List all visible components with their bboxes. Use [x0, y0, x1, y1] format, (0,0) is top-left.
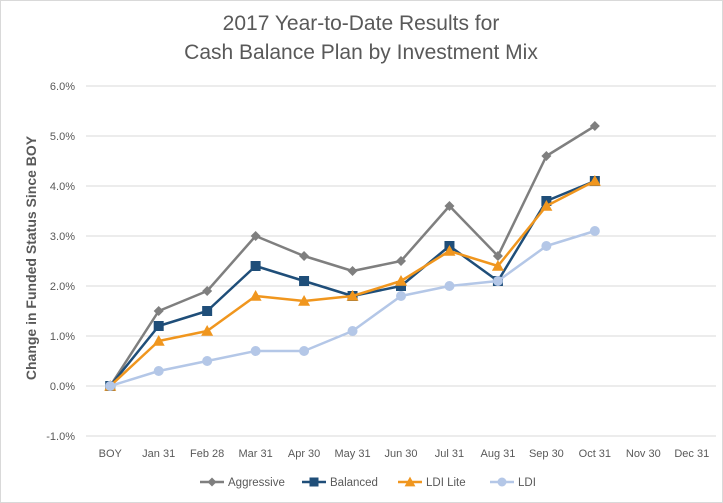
data-point [153, 366, 164, 376]
data-point [396, 281, 406, 291]
data-point [153, 321, 164, 331]
x-tick-label: Jul 31 [435, 448, 464, 460]
data-point [299, 276, 310, 286]
y-tick-label: 0.0% [50, 381, 75, 393]
x-tick-label: Aug 31 [480, 448, 515, 460]
x-tick-label: May 31 [334, 448, 370, 460]
data-point [202, 306, 213, 316]
data-point [589, 121, 600, 131]
y-tick-label: 4.0% [50, 181, 75, 193]
series-ldi [105, 226, 600, 391]
y-tick-label: 2.0% [50, 281, 75, 293]
x-tick-label: Sep 30 [529, 448, 564, 460]
data-point [444, 281, 455, 291]
data-point [250, 346, 261, 356]
legend: Aggressive Balanced LDI Lite LDI [200, 476, 536, 489]
data-point [298, 295, 311, 306]
legend-item: Aggressive [200, 477, 285, 489]
y-tick-label: 1.0% [50, 331, 75, 343]
chart-title-line-2: Cash Balance Plan by Investment Mix [184, 41, 538, 64]
data-point [250, 261, 261, 271]
x-tick-label: Apr 30 [288, 448, 320, 460]
data-point [201, 325, 214, 336]
data-point [202, 286, 213, 296]
data-point [492, 251, 503, 261]
legend-label: Balanced [330, 477, 378, 489]
data-point [299, 346, 310, 356]
data-point [492, 276, 503, 286]
x-tick-label: Feb 28 [190, 448, 224, 460]
data-point [491, 260, 504, 271]
data-point [347, 266, 358, 276]
data-point [541, 151, 552, 161]
series-line [109, 124, 596, 387]
y-tick-label: -1.0% [46, 431, 75, 443]
data-point [589, 226, 600, 236]
data-point [346, 290, 359, 301]
data-point [443, 245, 456, 256]
data-point [207, 477, 217, 487]
data-point [540, 200, 553, 211]
x-tick-label: Nov 30 [626, 448, 661, 460]
x-tick-labels: BOY Jan 31 Feb 28 Mar 31 Apr 30 May 31 Jun 30 J… [99, 448, 710, 460]
data-point [396, 256, 406, 266]
y-tick-label: 3.0% [50, 231, 75, 243]
series-line [109, 229, 596, 388]
gridlines [86, 85, 716, 437]
data-point [404, 476, 416, 487]
data-point [541, 241, 552, 251]
data-point [309, 477, 319, 487]
y-tick-labels: -1.0% 0.0% 1.0% 2.0% 3.0% 4.0% 5.0% 6.0% [46, 81, 75, 443]
legend-label: Aggressive [228, 477, 285, 489]
series-ldi-lite [104, 175, 601, 391]
data-point [153, 306, 164, 316]
data-point [202, 356, 213, 366]
data-point [249, 290, 262, 301]
y-axis-label: Change in Funded Status Since BOY [23, 135, 39, 380]
series-line [109, 179, 596, 387]
data-point [588, 175, 601, 186]
legend-label: LDI [518, 477, 536, 489]
legend-item: Balanced [302, 477, 378, 489]
data-point [152, 335, 165, 346]
chart-title-line-1: 2017 Year-to-Date Results for [223, 12, 500, 35]
data-point [444, 201, 455, 211]
data-point [250, 231, 261, 241]
data-point [347, 326, 358, 336]
legend-label: LDI Lite [426, 477, 466, 489]
x-tick-label: BOY [99, 448, 123, 460]
series-balanced [105, 176, 600, 391]
x-tick-label: Jun 30 [384, 448, 417, 460]
data-point [497, 477, 507, 487]
x-tick-label: Mar 31 [238, 448, 272, 460]
x-tick-label: Jan 31 [142, 448, 175, 460]
series-lines [104, 121, 601, 391]
data-point [299, 251, 310, 261]
data-point [396, 291, 406, 301]
series-line [109, 179, 596, 387]
data-point [105, 381, 116, 391]
series-aggressive [105, 121, 600, 391]
x-tick-label: Oct 31 [579, 448, 611, 460]
legend-item: LDI [490, 477, 536, 489]
y-tick-label: 5.0% [50, 131, 75, 143]
x-tick-label: Dec 31 [674, 448, 709, 460]
y-tick-label: 6.0% [50, 81, 75, 93]
legend-item: LDI Lite [398, 476, 466, 489]
data-point [395, 275, 407, 286]
